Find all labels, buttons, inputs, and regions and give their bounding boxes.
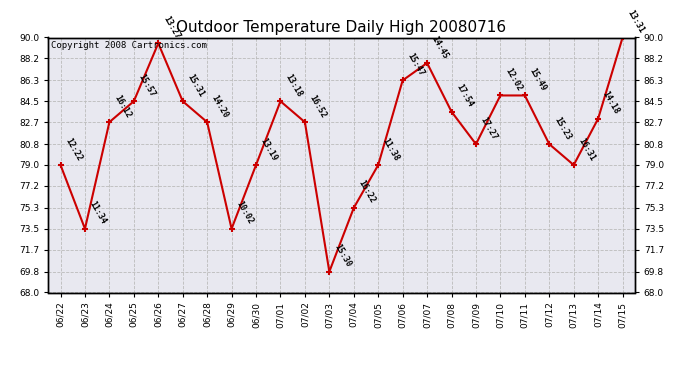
Text: 14:18: 14:18 <box>601 90 621 116</box>
Text: 13:19: 13:19 <box>259 136 279 162</box>
Text: 15:57: 15:57 <box>137 72 157 99</box>
Text: Copyright 2008 Cartronics.com: Copyright 2008 Cartronics.com <box>51 41 207 50</box>
Text: 14:45: 14:45 <box>430 34 450 60</box>
Text: 16:31: 16:31 <box>576 136 597 162</box>
Text: 13:27: 13:27 <box>161 14 181 40</box>
Text: 11:38: 11:38 <box>381 136 402 162</box>
Text: 12:02: 12:02 <box>503 66 524 93</box>
Text: 14:20: 14:20 <box>210 93 230 119</box>
Text: 17:54: 17:54 <box>454 83 475 109</box>
Text: 15:30: 15:30 <box>332 243 353 269</box>
Text: 15:49: 15:49 <box>528 66 548 93</box>
Text: 15:47: 15:47 <box>406 51 426 78</box>
Text: 10:02: 10:02 <box>235 200 255 226</box>
Text: 16:12: 16:12 <box>112 93 132 119</box>
Text: 17:27: 17:27 <box>479 115 499 141</box>
Text: 11:34: 11:34 <box>88 200 108 226</box>
Text: 16:52: 16:52 <box>308 93 328 119</box>
Text: 16:22: 16:22 <box>357 179 377 205</box>
Title: Outdoor Temperature Daily High 20080716: Outdoor Temperature Daily High 20080716 <box>177 20 506 35</box>
Text: 15:31: 15:31 <box>186 72 206 99</box>
Text: 12:22: 12:22 <box>63 136 83 162</box>
Text: 13:18: 13:18 <box>283 72 304 99</box>
Text: 15:23: 15:23 <box>552 115 572 141</box>
Text: 13:31: 13:31 <box>625 9 646 35</box>
